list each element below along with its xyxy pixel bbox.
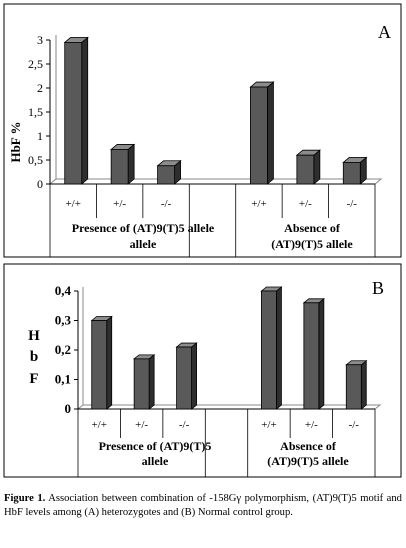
y-tick-label: 2 — [37, 81, 43, 95]
y-axis-label-b-f: F — [29, 371, 38, 387]
y-axis-label-b-h: H — [28, 328, 40, 344]
y-tick-label: 0,5 — [28, 153, 43, 167]
y-tick-label: 2,5 — [28, 57, 43, 71]
y-tick-label: 1,5 — [28, 105, 43, 119]
group-label-presence-a-line2: allele — [130, 237, 157, 251]
bar — [302, 297, 325, 410]
panel-label-a: A — [378, 22, 391, 42]
category-label: +/- — [113, 198, 126, 210]
bar — [345, 359, 368, 410]
category-label: -/- — [179, 419, 190, 431]
group-label-absence-b-line2: (AT)9(T)5 allele — [267, 454, 349, 468]
chart-panel-b: B H b F 0 0,1 0,2 0,3 0,4 +/+ +/- -/- +/+ +/- -/-… — [3, 263, 402, 478]
bar — [156, 159, 182, 185]
y-tick-label: 0 — [65, 401, 72, 416]
group-label-absence-a-line2: (AT)9(T)5 allele — [271, 237, 353, 251]
bar — [249, 81, 275, 185]
group-label-presence-b-line2: allele — [142, 454, 169, 468]
y-tick-label: 0,4 — [55, 283, 72, 298]
bar — [133, 354, 156, 410]
y-axis-label-a: HbF % — [8, 121, 23, 162]
category-label: -/- — [347, 198, 358, 210]
category-label: -/- — [161, 198, 172, 210]
category-label: +/- — [299, 198, 312, 210]
category-label: +/- — [305, 419, 318, 431]
bar — [63, 36, 89, 185]
y-tick-label: 0,1 — [55, 372, 71, 387]
caption-text: Association between combination of -158G… — [4, 493, 402, 518]
group-label-absence-a: Absence of — [284, 221, 341, 235]
category-label: +/+ — [65, 198, 80, 210]
bar — [175, 342, 198, 410]
chart-panel-a: A HbF % 0 0,5 1 1,5 2 2,5 3 +/+ +/- -/- +/+ +/- -/-… — [3, 3, 402, 258]
category-labels-b: +/+ +/- -/- +/+ +/- -/- — [77, 409, 376, 477]
category-label: -/- — [349, 419, 360, 431]
bar — [260, 286, 283, 410]
group-label-presence-b: Presence of (AT)9(T)5 — [99, 439, 212, 453]
figure-caption: Figure 1. Association between combinatio… — [4, 492, 402, 519]
bars-b — [90, 286, 368, 410]
bar — [342, 156, 368, 185]
y-axis-label-b-b: b — [30, 349, 38, 365]
category-label: +/+ — [261, 419, 276, 431]
category-label: +/+ — [91, 419, 106, 431]
panel-label-b: B — [372, 278, 384, 298]
y-tick-label: 3 — [37, 33, 43, 47]
y-tick-label: 0 — [37, 177, 43, 191]
category-label: +/- — [135, 419, 148, 431]
caption-label: Figure 1. — [4, 493, 46, 504]
y-tick-label: 0,2 — [55, 342, 71, 357]
y-tick-label: 1 — [37, 129, 43, 143]
bar — [90, 315, 113, 410]
bar — [110, 143, 136, 185]
group-label-presence-a: Presence of (AT)9(T)5 allele — [72, 221, 215, 235]
bars-a — [63, 36, 368, 185]
category-labels-a: +/+ +/- -/- +/+ +/- -/- — [49, 184, 376, 257]
y-tick-label: 0,3 — [55, 313, 72, 328]
category-label: +/+ — [251, 198, 266, 210]
group-label-absence-b: Absence of — [280, 439, 337, 453]
bar — [295, 149, 321, 185]
